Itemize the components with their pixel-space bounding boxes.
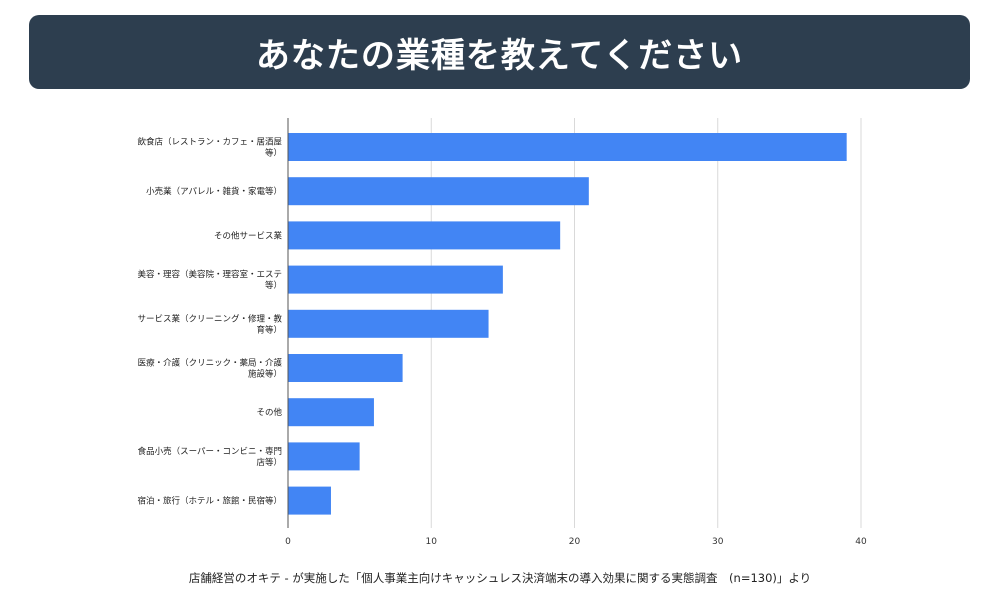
x-tick-label-20: 20: [569, 537, 581, 547]
category-label-8: 宿泊・旅行（ホテル・旅館・民宿等）: [137, 496, 282, 507]
x-tick-label-30: 30: [712, 537, 724, 547]
category-label-4: サービス業（クリーニング・修理・教育等）: [137, 313, 282, 335]
x-tick-label-40: 40: [855, 537, 867, 547]
category-label-line: 食品小売（スーパー・コンビニ・専門: [138, 446, 282, 457]
category-label-2: その他サービス業: [214, 230, 283, 241]
category-label-line: 医療・介護（クリニック・薬局・介護: [138, 358, 283, 369]
x-tick-label-0: 0: [285, 537, 291, 547]
category-label-line: 美容・理容（美容院・理容室・エステ: [137, 269, 282, 280]
bar-2: [288, 221, 561, 250]
category-label-line: サービス業（クリーニング・修理・教: [137, 313, 282, 324]
bar-1: [288, 177, 589, 206]
bars: [288, 133, 847, 515]
category-label-line: その他: [256, 407, 282, 418]
source-note: 店舗経営のオキテ - が実施した「個人事業主向けキャッシュレス決済端末の導入効果…: [188, 571, 812, 585]
bar-3: [288, 265, 503, 294]
category-label-line: 等）: [265, 280, 282, 291]
category-label-3: 美容・理容（美容院・理容室・エステ等）: [137, 269, 282, 291]
category-label-line: 小売業（アパレル・雑貨・家電等）: [146, 186, 282, 197]
bar-0: [288, 133, 847, 161]
bar-5: [288, 354, 403, 382]
category-label-line: 等）: [265, 148, 282, 159]
category-label-5: 医療・介護（クリニック・薬局・介護施設等）: [138, 358, 283, 380]
bar-6: [288, 398, 374, 427]
category-label-7: 食品小売（スーパー・コンビニ・専門店等）: [138, 446, 282, 468]
category-label-0: 飲食店（レストラン・カフェ・居酒屋等）: [137, 137, 282, 159]
bar-7: [288, 442, 360, 471]
bar-4: [288, 309, 489, 338]
page-title: あなたの業種を教えてください: [255, 35, 744, 76]
category-label-line: その他サービス業: [214, 230, 283, 241]
bar-8: [288, 486, 331, 515]
category-label-line: 施設等）: [248, 369, 282, 380]
category-label-line: 宿泊・旅行（ホテル・旅館・民宿等）: [137, 496, 282, 507]
category-label-line: 店等）: [256, 457, 282, 468]
category-label-6: その他: [256, 407, 282, 418]
x-tick-label-10: 10: [426, 537, 438, 547]
category-label-line: 飲食店（レストラン・カフェ・居酒屋: [137, 137, 282, 148]
tick-labels: 0 10 20 30 40: [285, 537, 867, 547]
category-label-line: 育等）: [256, 324, 282, 335]
category-labels: 飲食店（レストラン・カフェ・居酒屋等）小売業（アパレル・雑貨・家電等）その他サー…: [137, 137, 282, 507]
category-label-1: 小売業（アパレル・雑貨・家電等）: [146, 186, 282, 197]
title-banner: あなたの業種を教えてください: [29, 15, 970, 89]
